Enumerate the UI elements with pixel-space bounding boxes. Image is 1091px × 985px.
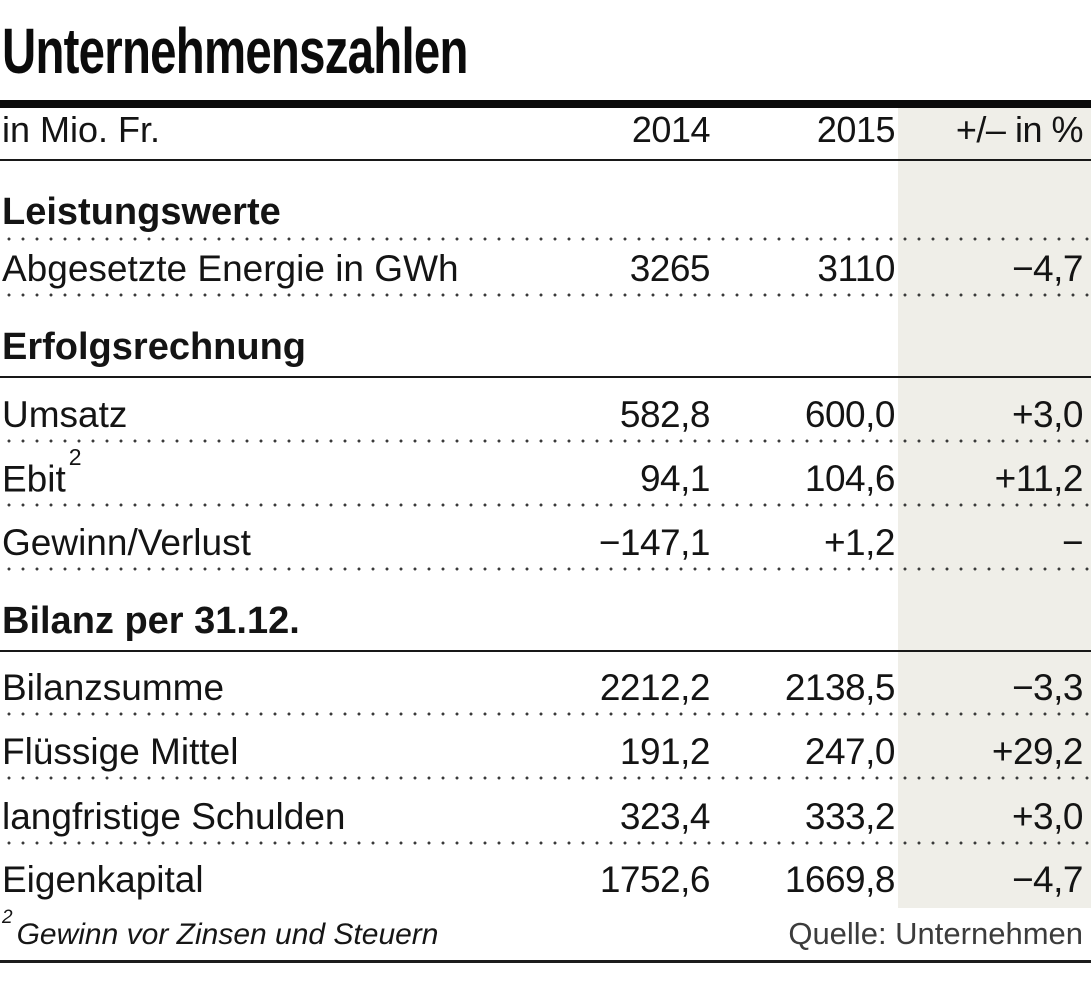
page-title: Unternehmenszahlen	[2, 15, 468, 87]
table-row-langfristige-schulden: langfristige Schulden 323,4 333,2 +3,0	[0, 780, 1091, 845]
section-label: Bilanz per 31.12.	[2, 600, 300, 642]
unit-label: in Mio. Fr.	[2, 109, 161, 150]
table-row-abgesetzte-energie: Abgesetzte Energie in GWh 3265 3110 −4,7	[0, 241, 1091, 297]
value-2014: 582,8	[619, 394, 711, 435]
table-row-bilanzsumme: Bilanzsumme 2212,2 2138,5 −3,3	[0, 652, 1091, 716]
value-2014: 1752,6	[599, 859, 711, 900]
value-2015: 1669,8	[784, 859, 896, 900]
value-pct: −3,3	[1011, 667, 1084, 708]
value-2014: 323,4	[619, 796, 711, 837]
value-2015: 3110	[817, 248, 895, 289]
section-header-erfolgsrechnung: Erfolgsrechnung	[0, 297, 1091, 378]
value-2015: 104,6	[804, 458, 896, 499]
table-footer: 2Gewinn vor Zinsen und Steuern Quelle: U…	[0, 907, 1091, 963]
value-2015: 247,0	[804, 731, 896, 772]
section-header-bilanz: Bilanz per 31.12.	[0, 571, 1091, 652]
value-pct: −4,7	[1011, 859, 1084, 900]
row-label: Gewinn/Verlust	[2, 522, 251, 563]
table-row-fluessige-mittel: Flüssige Mittel 191,2 247,0 +29,2	[0, 716, 1091, 780]
title-block: Unternehmenszahlen	[0, 0, 1091, 100]
table-row-ebit: Ebit2 94,1 104,6 +11,2	[0, 443, 1091, 507]
row-label: langfristige Schulden	[2, 796, 346, 837]
value-2015: 2138,5	[784, 667, 896, 708]
col-header-pct: +/– in %	[955, 109, 1084, 150]
value-2015: +1,2	[823, 522, 896, 563]
value-pct: −	[1061, 522, 1084, 563]
footnote-marker: 2	[68, 443, 82, 470]
table-header-row: in Mio. Fr. 2014 2015 +/– in %	[0, 108, 1091, 161]
table-row-eigenkapital: Eigenkapital 1752,6 1669,8 −4,7	[0, 845, 1091, 908]
col-header-2015: 2015	[816, 109, 896, 150]
value-pct: +3,0	[1011, 796, 1084, 837]
row-label: Flüssige Mittel	[2, 731, 239, 772]
value-2014: 191,2	[619, 731, 711, 772]
row-label: Umsatz	[2, 394, 128, 435]
section-label: Erfolgsrechnung	[2, 326, 307, 368]
row-label: Bilanzsumme	[2, 667, 225, 708]
row-label: Eigenkapital	[2, 859, 204, 900]
table-row-gewinn-verlust: Gewinn/Verlust −147,1 +1,2 −	[0, 507, 1091, 571]
footnote-marker: 2	[2, 907, 13, 928]
footnote: 2Gewinn vor Zinsen und Steuern	[0, 907, 439, 952]
value-2015: 600,0	[804, 394, 896, 435]
value-pct: +11,2	[994, 458, 1084, 499]
section-header-leistungswerte: Leistungswerte	[0, 161, 1091, 241]
row-label: Abgesetzte Energie in GWh	[2, 248, 459, 289]
value-pct: +3,0	[1011, 394, 1084, 435]
value-2014: 94,1	[639, 458, 711, 499]
source-credit: Quelle: Unternehmen	[788, 916, 1083, 951]
col-header-2014: 2014	[631, 109, 711, 150]
value-2014: 3265	[629, 248, 711, 289]
value-pct: +29,2	[991, 731, 1084, 772]
title-rule	[0, 100, 1091, 108]
section-label: Leistungswerte	[2, 191, 281, 233]
value-2014: −147,1	[598, 522, 711, 563]
footnote-text: Gewinn vor Zinsen und Steuern	[16, 918, 439, 951]
value-2015: 333,2	[804, 796, 896, 837]
row-label: Ebit2	[2, 443, 82, 499]
value-2014: 2212,2	[599, 667, 711, 708]
value-pct: −4,7	[1011, 248, 1084, 289]
table-row-umsatz: Umsatz 582,8 600,0 +3,0	[0, 378, 1091, 443]
